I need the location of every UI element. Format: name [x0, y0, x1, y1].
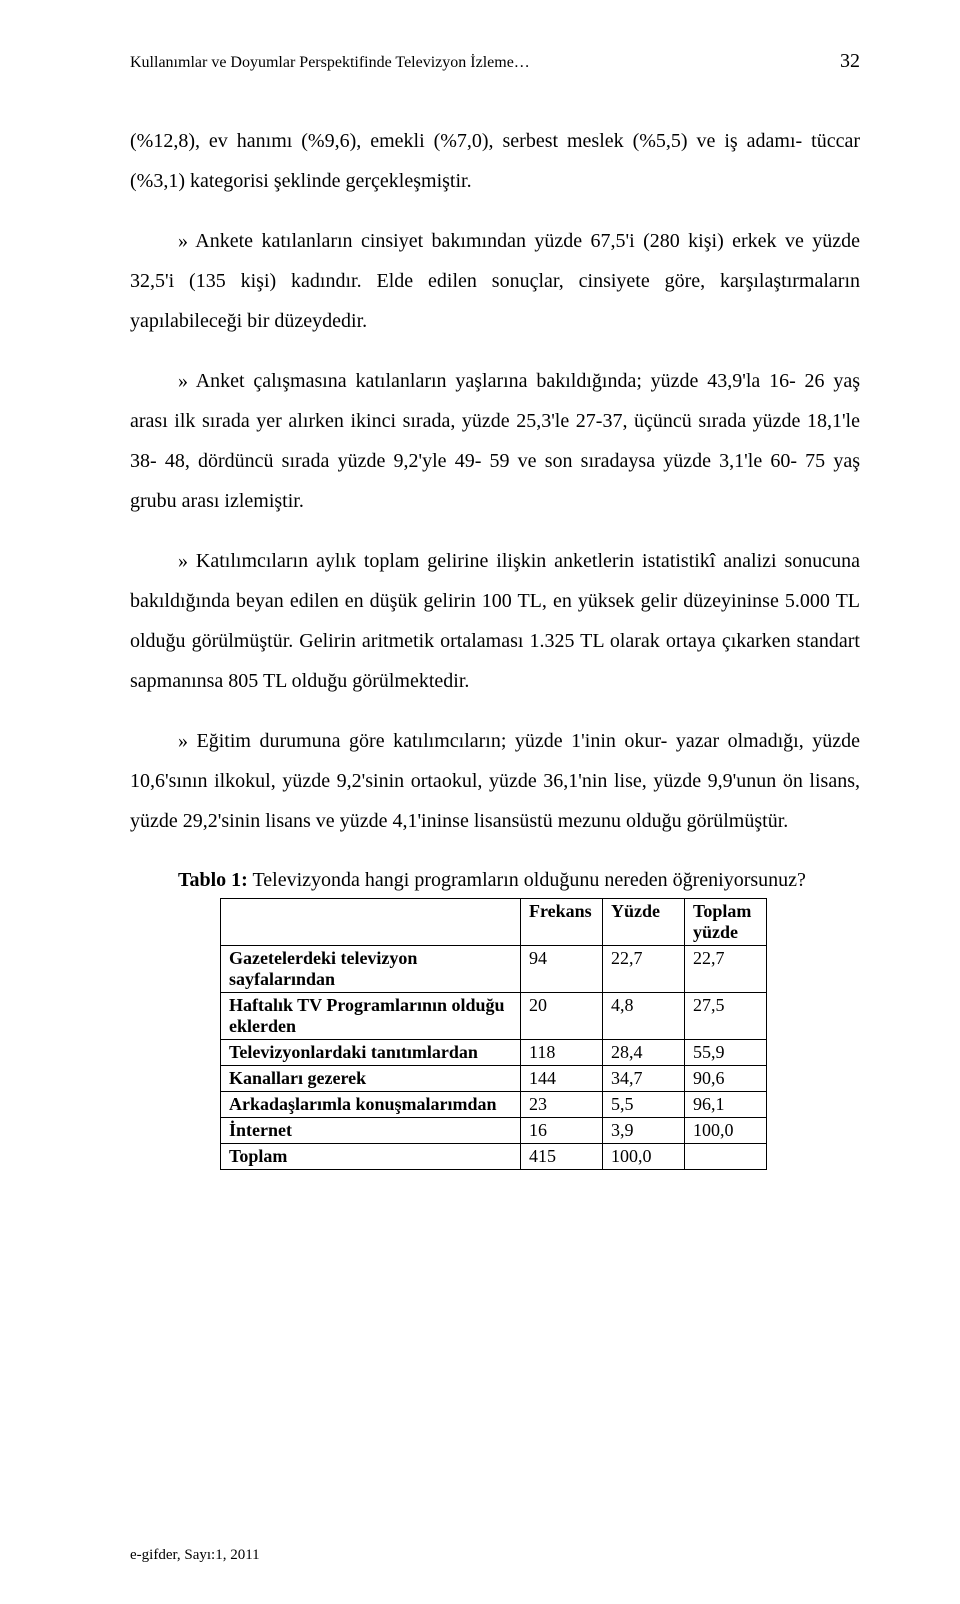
row-cell: 28,4: [603, 1040, 685, 1066]
row-cell: 144: [521, 1066, 603, 1092]
row-cell: [685, 1144, 767, 1170]
table-caption: Tablo 1: Televizyonda hangi programların…: [130, 869, 860, 892]
page-number: 32: [840, 50, 860, 73]
row-cell: 100,0: [685, 1118, 767, 1144]
data-table: Frekans Yüzde Toplam yüzde Gazetelerdeki…: [220, 898, 767, 1170]
paragraph-1: (%12,8), ev hanımı (%9,6), emekli (%7,0)…: [130, 121, 860, 201]
paragraph-5: » Eğitim durumuna göre katılımcıların; y…: [130, 721, 860, 841]
row-cell: 22,7: [603, 946, 685, 993]
row-label: İnternet: [221, 1118, 521, 1144]
page-header: Kullanımlar ve Doyumlar Perspektifinde T…: [130, 50, 860, 73]
table-row: Toplam 415 100,0: [221, 1144, 767, 1170]
row-label: Haftalık TV Programlarının olduğu eklerd…: [221, 993, 521, 1040]
paragraph-4: » Katılımcıların aylık toplam gelirine i…: [130, 541, 860, 701]
row-cell: 100,0: [603, 1144, 685, 1170]
row-cell: 23: [521, 1092, 603, 1118]
table-header-blank: [221, 899, 521, 946]
row-label: Toplam: [221, 1144, 521, 1170]
table-row: Gazetelerdeki televizyon sayfalarından 9…: [221, 946, 767, 993]
row-cell: 4,8: [603, 993, 685, 1040]
table-row: Televizyonlardaki tanıtımlardan 118 28,4…: [221, 1040, 767, 1066]
table-header-row: Frekans Yüzde Toplam yüzde: [221, 899, 767, 946]
row-cell: 27,5: [685, 993, 767, 1040]
table-header-toplam-yuzde: Toplam yüzde: [685, 899, 767, 946]
row-cell: 55,9: [685, 1040, 767, 1066]
table-caption-label: Tablo 1:: [178, 869, 248, 891]
row-label: Gazetelerdeki televizyon sayfalarından: [221, 946, 521, 993]
row-label: Kanalları gezerek: [221, 1066, 521, 1092]
table-row: Haftalık TV Programlarının olduğu eklerd…: [221, 993, 767, 1040]
table-row: Arkadaşlarımla konuşmalarımdan 23 5,5 96…: [221, 1092, 767, 1118]
row-cell: 118: [521, 1040, 603, 1066]
row-cell: 34,7: [603, 1066, 685, 1092]
row-cell: 415: [521, 1144, 603, 1170]
row-cell: 3,9: [603, 1118, 685, 1144]
page-footer: e-gifder, Sayı:1, 2011: [130, 1547, 260, 1564]
row-cell: 16: [521, 1118, 603, 1144]
table-header-frekans: Frekans: [521, 899, 603, 946]
table-row: Kanalları gezerek 144 34,7 90,6: [221, 1066, 767, 1092]
table-row: İnternet 16 3,9 100,0: [221, 1118, 767, 1144]
paragraph-2: » Ankete katılanların cinsiyet bakımında…: [130, 221, 860, 341]
row-cell: 5,5: [603, 1092, 685, 1118]
table-header-yuzde: Yüzde: [603, 899, 685, 946]
row-cell: 20: [521, 993, 603, 1040]
row-cell: 90,6: [685, 1066, 767, 1092]
table-caption-text: Televizyonda hangi programların olduğunu…: [248, 869, 806, 891]
row-cell: 96,1: [685, 1092, 767, 1118]
row-label: Arkadaşlarımla konuşmalarımdan: [221, 1092, 521, 1118]
row-label: Televizyonlardaki tanıtımlardan: [221, 1040, 521, 1066]
paragraph-3: » Anket çalışmasına katılanların yaşları…: [130, 361, 860, 521]
running-title: Kullanımlar ve Doyumlar Perspektifinde T…: [130, 54, 530, 72]
row-cell: 22,7: [685, 946, 767, 993]
row-cell: 94: [521, 946, 603, 993]
